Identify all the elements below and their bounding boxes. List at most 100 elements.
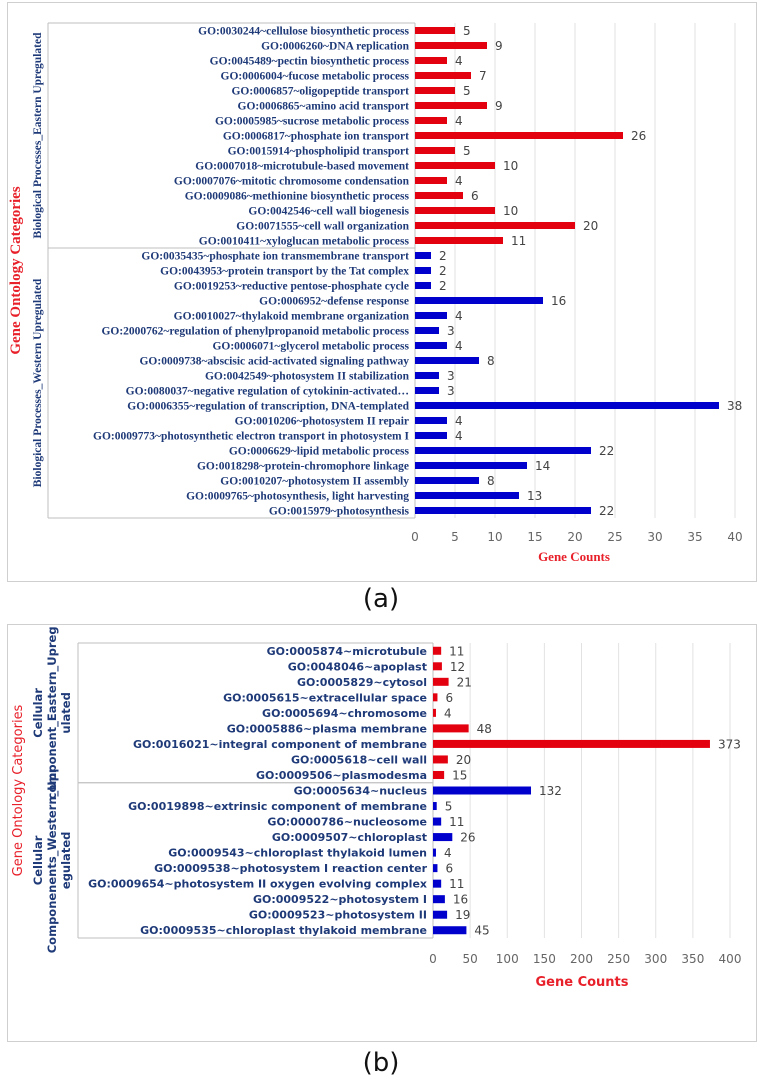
data-label: 16 [453,893,468,907]
data-label: 45 [474,924,489,938]
category-label: GO:0006004~fucose metabolic process [221,71,410,83]
bar [433,802,437,811]
x-tick-label: 300 [644,952,667,966]
data-label: 3 [447,384,455,398]
bar [433,833,453,842]
data-label: 26 [460,831,475,845]
category-label: GO:0005874~microtubule [267,645,427,658]
bar [415,237,503,244]
data-label: 3 [447,324,455,338]
data-label: 12 [450,660,465,674]
bar [415,477,479,484]
data-label: 4 [455,339,463,353]
bar [433,662,442,671]
data-label: 22 [599,444,614,458]
category-label: GO:0071555~cell wall organization [236,221,409,233]
group-label: Cellularcomponent_Eastern_Upregulated [31,626,73,799]
data-label: 16 [551,294,566,308]
bar [415,282,431,289]
category-label: GO:0043953~protein transport by the Tat … [160,266,409,278]
category-label: GO:0080037~negative regulation of cytoki… [126,386,409,398]
bar [433,770,445,779]
data-label: 132 [539,784,562,798]
bar [415,42,487,49]
data-label: 373 [718,737,741,751]
category-label: GO:0009773~photosynthetic electron trans… [93,431,409,443]
x-axis-label: Gene Counts [535,975,628,990]
data-label: 13 [527,489,542,503]
data-label: 2 [439,264,447,278]
bar [433,817,442,826]
category-label: GO:0006952~defense response [259,296,409,308]
category-label: GO:0009654~photosystem II oxygen evolvin… [88,878,427,891]
bar [415,132,623,139]
data-label: 9 [495,99,503,113]
category-label: GO:0030244~cellulose biosynthetic proces… [198,26,409,38]
panel-label-b: (b) [362,1048,400,1078]
data-label: 38 [727,399,742,413]
bar [415,297,543,304]
category-label: GO:0006071~glycerol metabolic process [212,341,409,353]
category-label: GO:0009523~photosystem II [249,909,427,922]
bar [415,87,455,94]
data-label: 22 [599,504,614,518]
bar [415,267,431,274]
bar [415,252,431,259]
bar [415,447,591,454]
panel-label-a: (a) [362,584,400,614]
bar [433,646,442,655]
data-label: 21 [457,675,472,689]
data-label: 5 [463,84,471,98]
category-label: GO:0015914~phospholipid transport [228,146,410,158]
category-label: GO:2000762~regulation of phenylpropanoid… [101,326,409,338]
bar [433,895,445,904]
data-label: 4 [455,414,463,428]
bar [433,693,438,702]
bar [415,57,447,64]
category-label: GO:0005829~cytosol [297,676,427,689]
data-label: 11 [511,234,526,248]
data-label: 6 [445,691,453,705]
data-label: 8 [487,354,495,368]
category-label: GO:0048046~apoplast [288,660,427,673]
bar [433,724,469,733]
x-tick-label: 25 [607,530,622,544]
category-label: GO:0005985~sucrose metabolic process [215,116,410,128]
bar [415,492,519,499]
x-tick-label: 20 [567,530,582,544]
x-tick-label: 15 [527,530,542,544]
data-label: 4 [444,706,452,720]
data-label: 4 [455,174,463,188]
category-label: GO:0009086~methionine biosynthetic proce… [185,191,410,203]
category-label: GO:0006865~amino acid transport [238,101,410,113]
data-label: 5 [445,800,453,814]
group-label: Biological Processes_Eastern Upregulated [32,32,44,239]
x-tick-label: 400 [719,952,742,966]
group-label: Biological Processes_Western Upregulated [32,278,44,487]
bar [415,387,439,394]
bar [433,755,448,764]
bar [415,162,495,169]
bar [415,432,447,439]
bar [415,327,439,334]
bar [415,207,495,214]
data-label: 4 [455,114,463,128]
bar [415,417,447,424]
data-label: 48 [477,722,492,736]
category-label: GO:0006817~phosphate ion transport [223,131,409,143]
category-label: GO:0045489~pectin biosynthetic process [210,56,410,68]
category-label: GO:0035435~phosphate ion transmembrane t… [141,251,409,263]
category-label: GO:0015979~photosynthesis [269,506,410,518]
bar [433,708,436,717]
bar [415,462,527,469]
category-label: GO:0009506~plasmodesma [256,769,427,782]
bar [415,177,447,184]
data-label: 6 [471,189,479,203]
category-label: GO:0005694~chromosome [262,707,427,720]
category-label: GO:0005634~nucleus [294,785,428,798]
bar [415,402,719,409]
data-label: 2 [439,249,447,263]
category-label: GO:0042549~photosystem II stabilization [205,371,410,383]
x-tick-label: 100 [496,952,519,966]
x-tick-label: 250 [607,952,630,966]
